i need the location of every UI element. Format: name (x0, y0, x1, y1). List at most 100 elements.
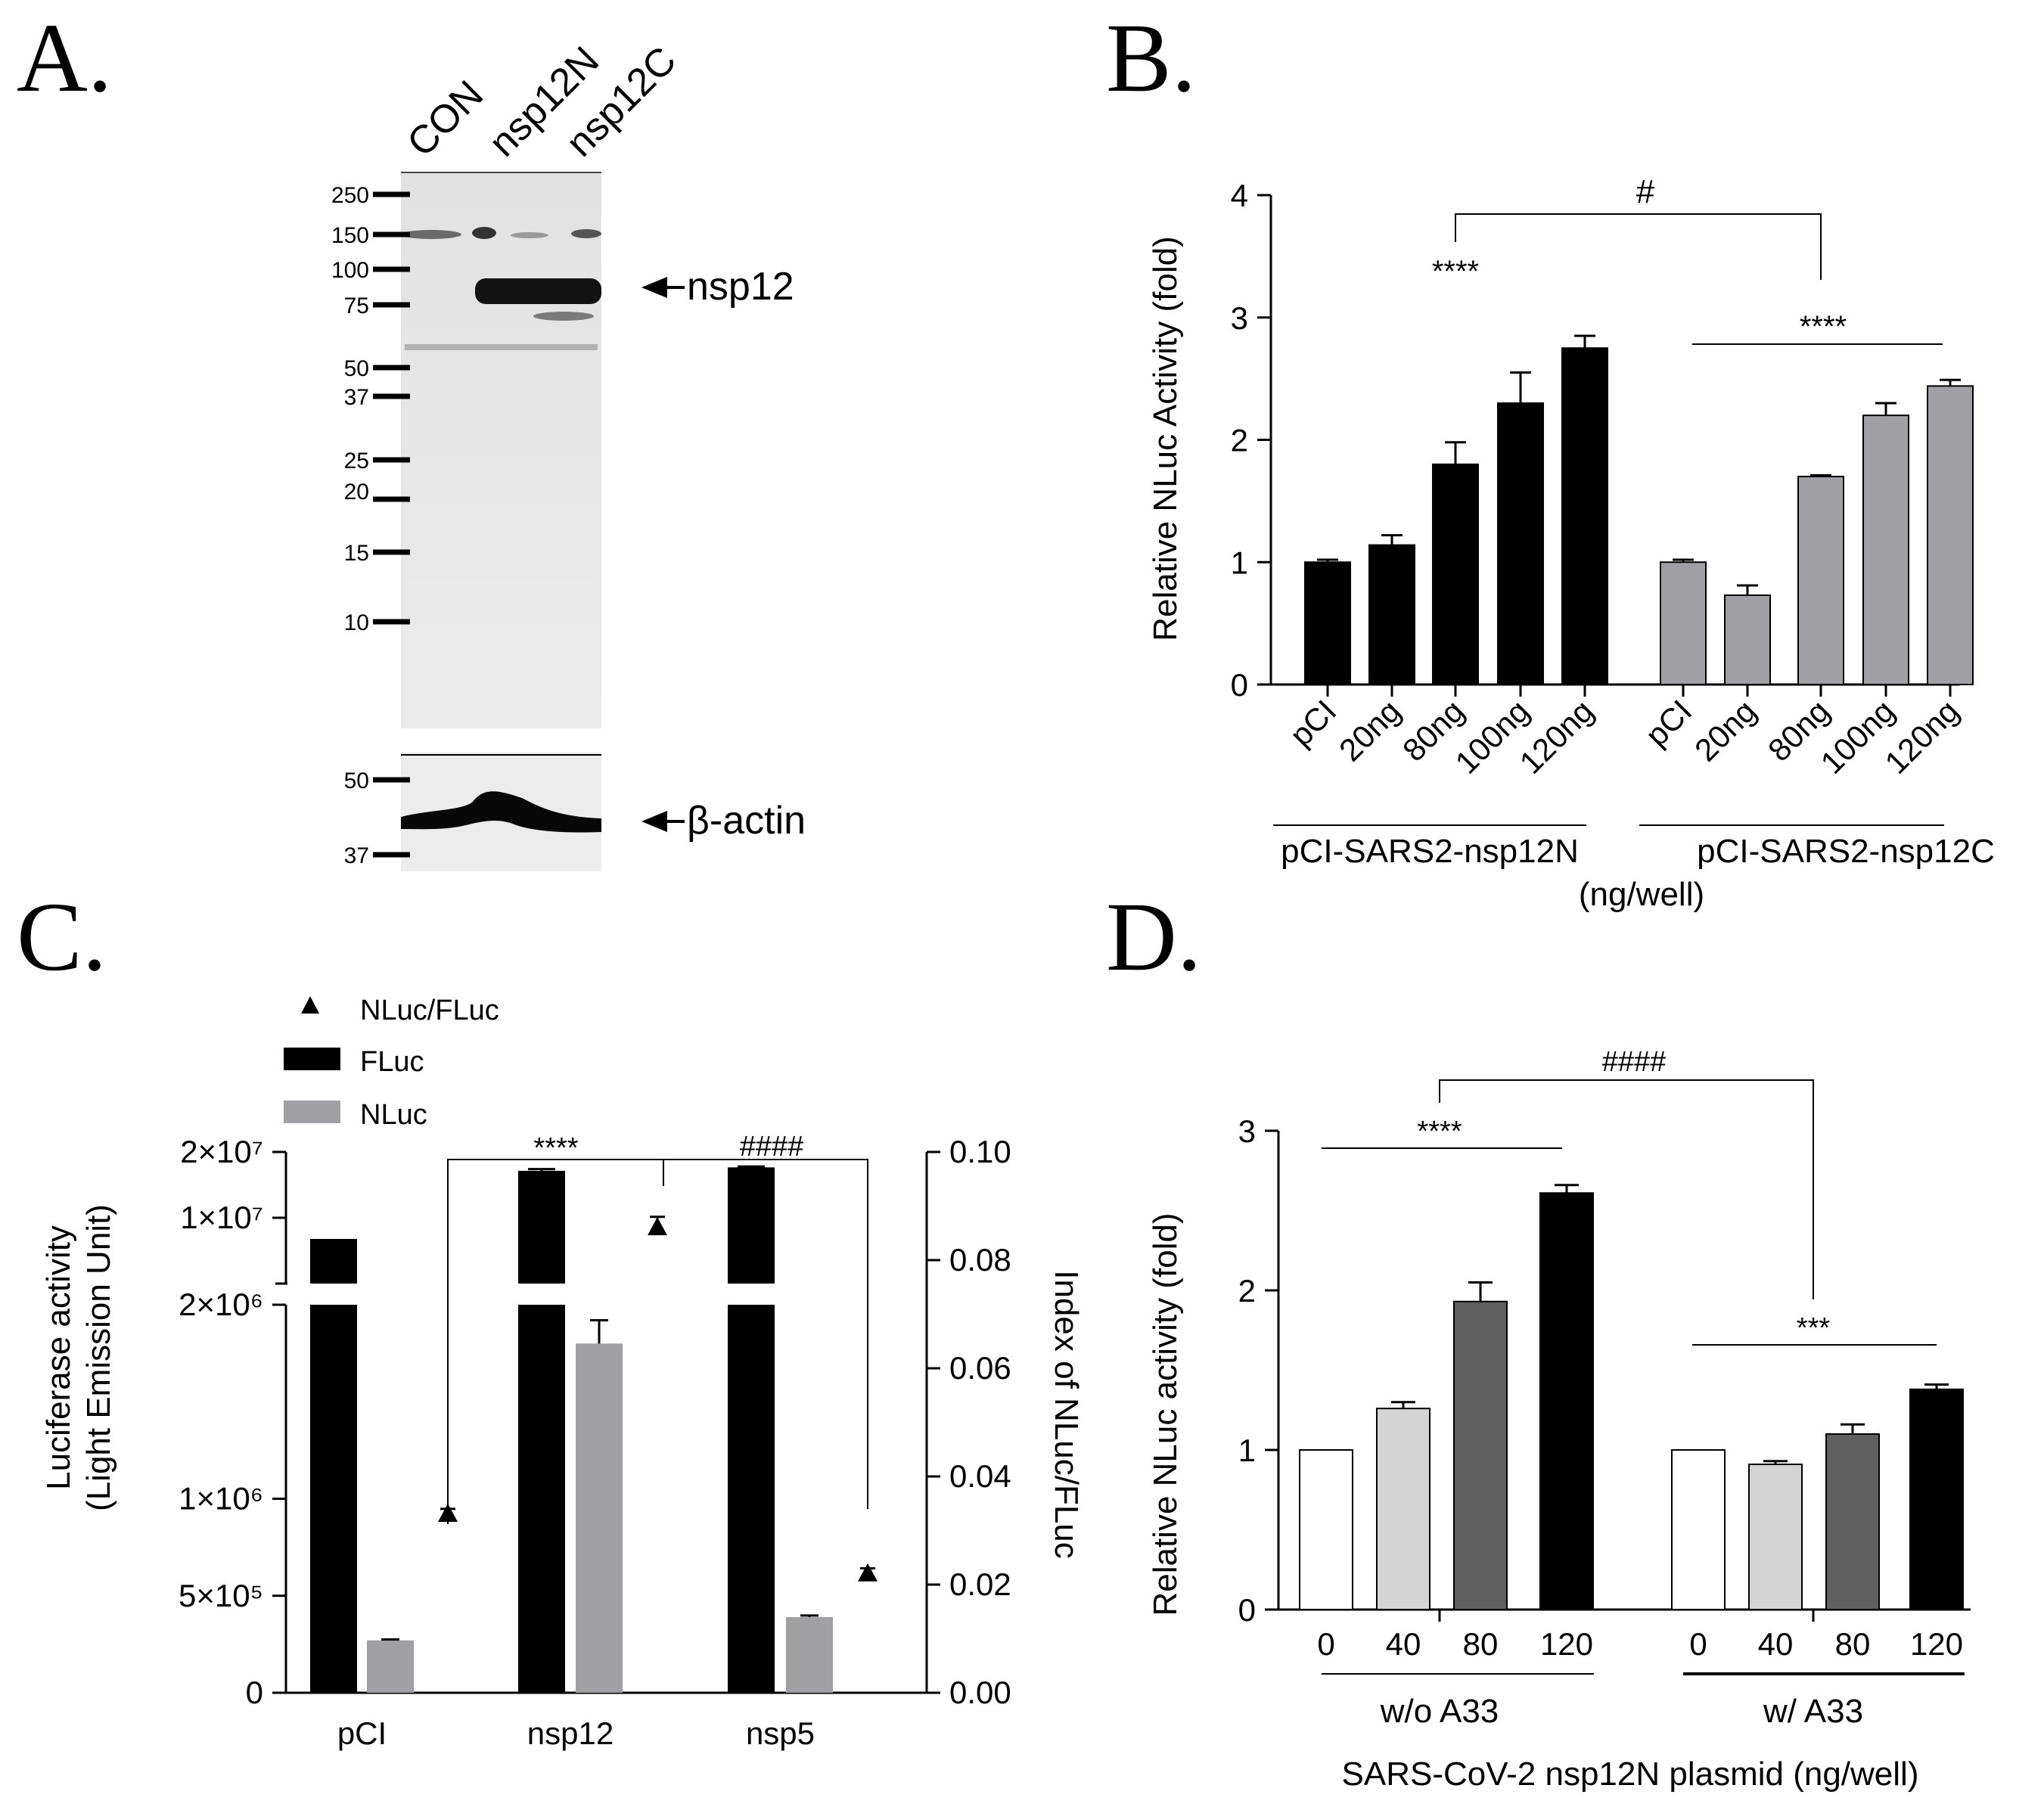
panel-b-ytick-label: 1 (1231, 545, 1248, 580)
panel-c-y2tick-label: 0.02 (949, 1566, 1011, 1602)
panel-c: C. NLuc/FLuc FLuc NLuc Luciferase activi… (17, 883, 1085, 1751)
panel-b-xtick-label: 100ng (1449, 693, 1536, 781)
panel-c-ylabel-2: (Light Emission Unit) (80, 1204, 117, 1511)
panel-b-bar (1432, 463, 1479, 685)
panel-b-ytick-label: 4 (1231, 178, 1248, 213)
panel-d-hash: #### (1602, 1046, 1667, 1078)
panel-b-bar (1368, 544, 1415, 685)
panel-b-unit-label: (ng/well) (1579, 876, 1704, 913)
band-nsp12 (475, 278, 601, 304)
panel-c-bar-nluc (367, 1640, 414, 1693)
panel-c-ytick-label: 1×10⁷ (180, 1200, 263, 1235)
marker-20: 20 (344, 480, 369, 505)
panel-b: B. Relative NLuc Activity (fold) 0 1 2 3 4 pC… (1106, 4, 1995, 913)
marker-actin-37: 37 (344, 843, 369, 868)
panel-c-y2tick-label: 0.06 (949, 1350, 1011, 1386)
panel-c-y2label: Index of NLuc/FLuc (1048, 1270, 1085, 1559)
legend-nluc-fluc: NLuc/FLuc (360, 995, 499, 1026)
western-blot-main (401, 172, 601, 728)
panel-b-ytick-label: 2 (1231, 423, 1248, 458)
panel-d-ylabel: Relative NLuc activity (fold) (1147, 1212, 1184, 1616)
panel-d-bars (1299, 1184, 1964, 1611)
panel-b-ytick-label: 0 (1231, 667, 1248, 703)
marker-37: 37 (344, 385, 369, 410)
panel-b-xtick-label: 20ng (1332, 693, 1407, 768)
legend-triangle-icon (301, 996, 319, 1014)
panel-a: A. CON nsp12N nsp12C (17, 4, 806, 871)
legend-nluc-swatch (284, 1101, 340, 1123)
panel-d-bar (1671, 1449, 1726, 1610)
panel-b-group-c-label: pCI-SARS2-nsp12C (1697, 833, 1995, 870)
panel-d-hash-bracket (1439, 1079, 1814, 1299)
panel-c-y2tick-label: 0.08 (949, 1242, 1011, 1278)
panel-d-bar (1825, 1433, 1880, 1611)
blot-bands (401, 227, 601, 350)
panel-c-ytick-label: 1×10⁶ (179, 1481, 263, 1517)
marker-250: 250 (331, 183, 369, 208)
panel-b-xtick-label: 20ng (1688, 693, 1763, 768)
panel-b-group-n-label: pCI-SARS2-nsp12N (1281, 833, 1579, 870)
panel-d-xtick-label: 0 (1317, 1626, 1334, 1662)
panel-d-xlabel: SARS-CoV-2 nsp12N plasmid (ng/well) (1342, 1756, 1919, 1793)
panel-d-ytick-label: 0 (1238, 1592, 1256, 1628)
panel-d-bar (1376, 1408, 1430, 1610)
panel-b-ytick-label: 3 (1231, 300, 1248, 336)
band-actin (401, 791, 601, 833)
panel-b-hash-bracket (1455, 213, 1822, 280)
marker-50: 50 (344, 356, 369, 381)
panel-c-bars (310, 1165, 878, 1693)
panel-c-hash: #### (740, 1131, 804, 1163)
panel-b-bar (1497, 402, 1544, 685)
marker-150: 150 (331, 223, 369, 248)
band-150-nsp12n (472, 227, 496, 239)
panel-c-axes: 2×10⁷ 1×10⁷ 2×10⁶ 1×10⁶ 5×10⁵ 0 0.00 0.02 0.04 0.… (179, 1134, 1011, 1751)
panel-a-label: A. (17, 4, 112, 113)
lane-label-con: CON (399, 73, 492, 166)
panel-b-bar (1561, 347, 1608, 685)
panel-c-bar-fluc-upper (310, 1239, 357, 1284)
actin-label: β-actin (687, 799, 806, 843)
panel-b-star-left: **** (1432, 255, 1479, 288)
panel-c-xtick-label: pCI (337, 1715, 387, 1751)
panel-c-bar-fluc-lower (728, 1305, 775, 1693)
panel-d-xtick-label: 0 (1689, 1626, 1707, 1662)
panel-c-y2tick-label: 0.10 (949, 1134, 1011, 1169)
panel-b-bar (1797, 476, 1844, 686)
panel-d-bar (1453, 1300, 1508, 1611)
marker-75: 75 (344, 293, 369, 318)
panel-b-bars (1304, 334, 1974, 686)
panel-b-bar (1724, 594, 1771, 685)
panel-b-star-right: **** (1800, 310, 1847, 343)
panel-b-bar (1660, 561, 1707, 685)
panel-c-xtick-label: nsp5 (746, 1715, 815, 1751)
ladder-markers-bottom: 50 37 (344, 768, 410, 868)
band-150-con (401, 230, 461, 239)
marker-100: 100 (331, 258, 369, 283)
panel-c-bar-fluc-lower (310, 1305, 357, 1693)
panel-b-bar (1862, 414, 1909, 686)
panel-d-ytick-label: 3 (1238, 1113, 1256, 1149)
panel-b-xtick-label: 120ng (1513, 693, 1601, 781)
panel-b-bar (1304, 561, 1351, 685)
panel-d-xtick-label: 40 (1758, 1626, 1794, 1662)
panel-c-ytick-label: 0 (246, 1675, 263, 1710)
nsp12-label: nsp12 (687, 265, 794, 309)
marker-15: 15 (344, 541, 369, 566)
band-nsp12-lower (533, 312, 594, 321)
legend-nluc: NLuc (360, 1099, 427, 1131)
ladder-markers-top: 250 150 100 75 50 37 25 20 15 10 (331, 183, 410, 635)
panel-c-y2tick-label: 0.00 (949, 1675, 1011, 1710)
band-150-mid (511, 232, 548, 238)
panel-d-group-right: w/ A33 (1763, 1693, 1863, 1730)
panel-d-bar (1748, 1463, 1803, 1610)
panel-d-xtick-label: 80 (1835, 1626, 1871, 1662)
panel-c-hash-bracket (663, 1159, 868, 1509)
panel-d: D. Relative NLuc activity (fold) 0 1 2 3 0 40… (1106, 883, 1971, 1793)
panel-d-ytick-label: 2 (1238, 1273, 1256, 1309)
panel-c-bar-nluc (786, 1616, 833, 1693)
legend-fluc-swatch (284, 1048, 340, 1070)
panel-d-bar (1909, 1388, 1964, 1610)
panel-b-xtick-label: 120ng (1878, 693, 1966, 781)
panel-d-xtick-label: 120 (1910, 1626, 1963, 1662)
